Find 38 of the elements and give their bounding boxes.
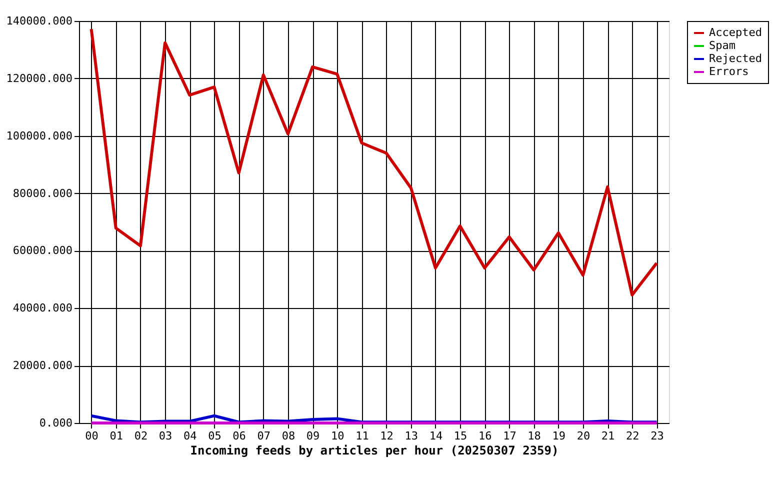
x-tick-label: 02 xyxy=(134,430,148,442)
x-tick-label: 08 xyxy=(282,430,296,442)
y-tick-label: 140000.000 xyxy=(6,14,72,28)
x-tick-label: 22 xyxy=(626,430,640,442)
x-tick-label: 03 xyxy=(158,430,172,442)
x-tick-label: 11 xyxy=(356,430,369,442)
x-tick-label: 23 xyxy=(650,430,664,442)
x-tick-label: 12 xyxy=(380,430,394,442)
x-tick-label: 20 xyxy=(576,430,590,442)
y-tick-label: 100000.000 xyxy=(6,129,72,142)
y-tick-label: 40000.000 xyxy=(12,302,72,315)
x-tick-label: 14 xyxy=(429,430,443,442)
y-tick-label: 0.000 xyxy=(39,416,72,430)
x-tick-label: 06 xyxy=(232,430,246,442)
x-tick-label: 10 xyxy=(331,430,344,442)
legend-label: Rejected xyxy=(709,52,762,65)
y-tick-label: 20000.000 xyxy=(12,359,72,372)
x-tick-label: 19 xyxy=(552,430,566,442)
legend-label: Accepted xyxy=(709,26,762,39)
x-tick-label: 01 xyxy=(110,430,123,442)
x-tick-label: 05 xyxy=(208,430,222,442)
y-tick-label: 120000.000 xyxy=(6,72,72,85)
x-tick-label: 17 xyxy=(503,430,516,442)
x-tick-label: 04 xyxy=(184,430,198,442)
y-tick-label: 60000.000 xyxy=(12,244,72,258)
x-tick-label: 16 xyxy=(478,430,492,442)
x-tick-label: 09 xyxy=(306,430,320,442)
x-axis-title: Incoming feeds by articles per hour (20250307 2359) xyxy=(190,444,559,458)
y-tick-label: 80000.000 xyxy=(12,186,72,200)
x-tick-label: 13 xyxy=(404,430,418,442)
line-series xyxy=(90,28,658,296)
x-tick-label: 07 xyxy=(257,430,270,442)
x-tick-label: 18 xyxy=(528,430,541,442)
legend-label: Errors xyxy=(709,65,749,78)
x-tick-label: 00 xyxy=(85,430,98,442)
x-tick-label: 15 xyxy=(454,430,468,442)
legend-label: Spam xyxy=(709,39,736,52)
x-tick-label: 21 xyxy=(601,430,615,442)
